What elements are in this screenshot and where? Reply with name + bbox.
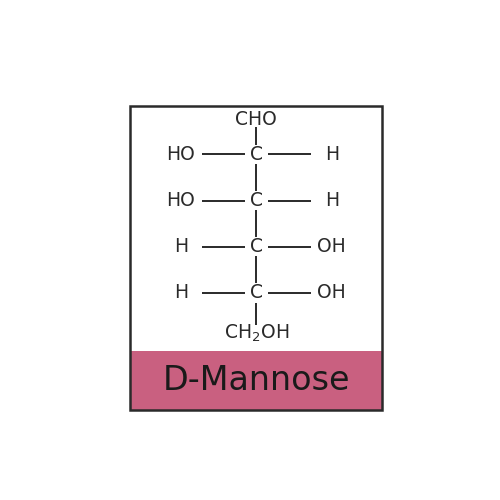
Text: H: H [325,145,339,164]
Text: C: C [250,237,263,256]
Text: CHO: CHO [236,110,277,129]
Text: C: C [250,284,263,302]
Bar [130,106,382,351]
Text: D-Mannose: D-Mannose [162,364,350,397]
Text: C: C [250,145,263,164]
Bar [130,106,382,410]
Bar [130,351,382,410]
Text: HO: HO [166,191,195,210]
Text: H: H [325,191,339,210]
Text: C: C [250,191,263,210]
Text: H: H [174,284,188,302]
Text: OH: OH [318,237,346,256]
Text: HO: HO [166,145,195,164]
Text: H: H [174,237,188,256]
Text: CH$_2$OH: CH$_2$OH [224,322,289,344]
Text: OH: OH [318,284,346,302]
